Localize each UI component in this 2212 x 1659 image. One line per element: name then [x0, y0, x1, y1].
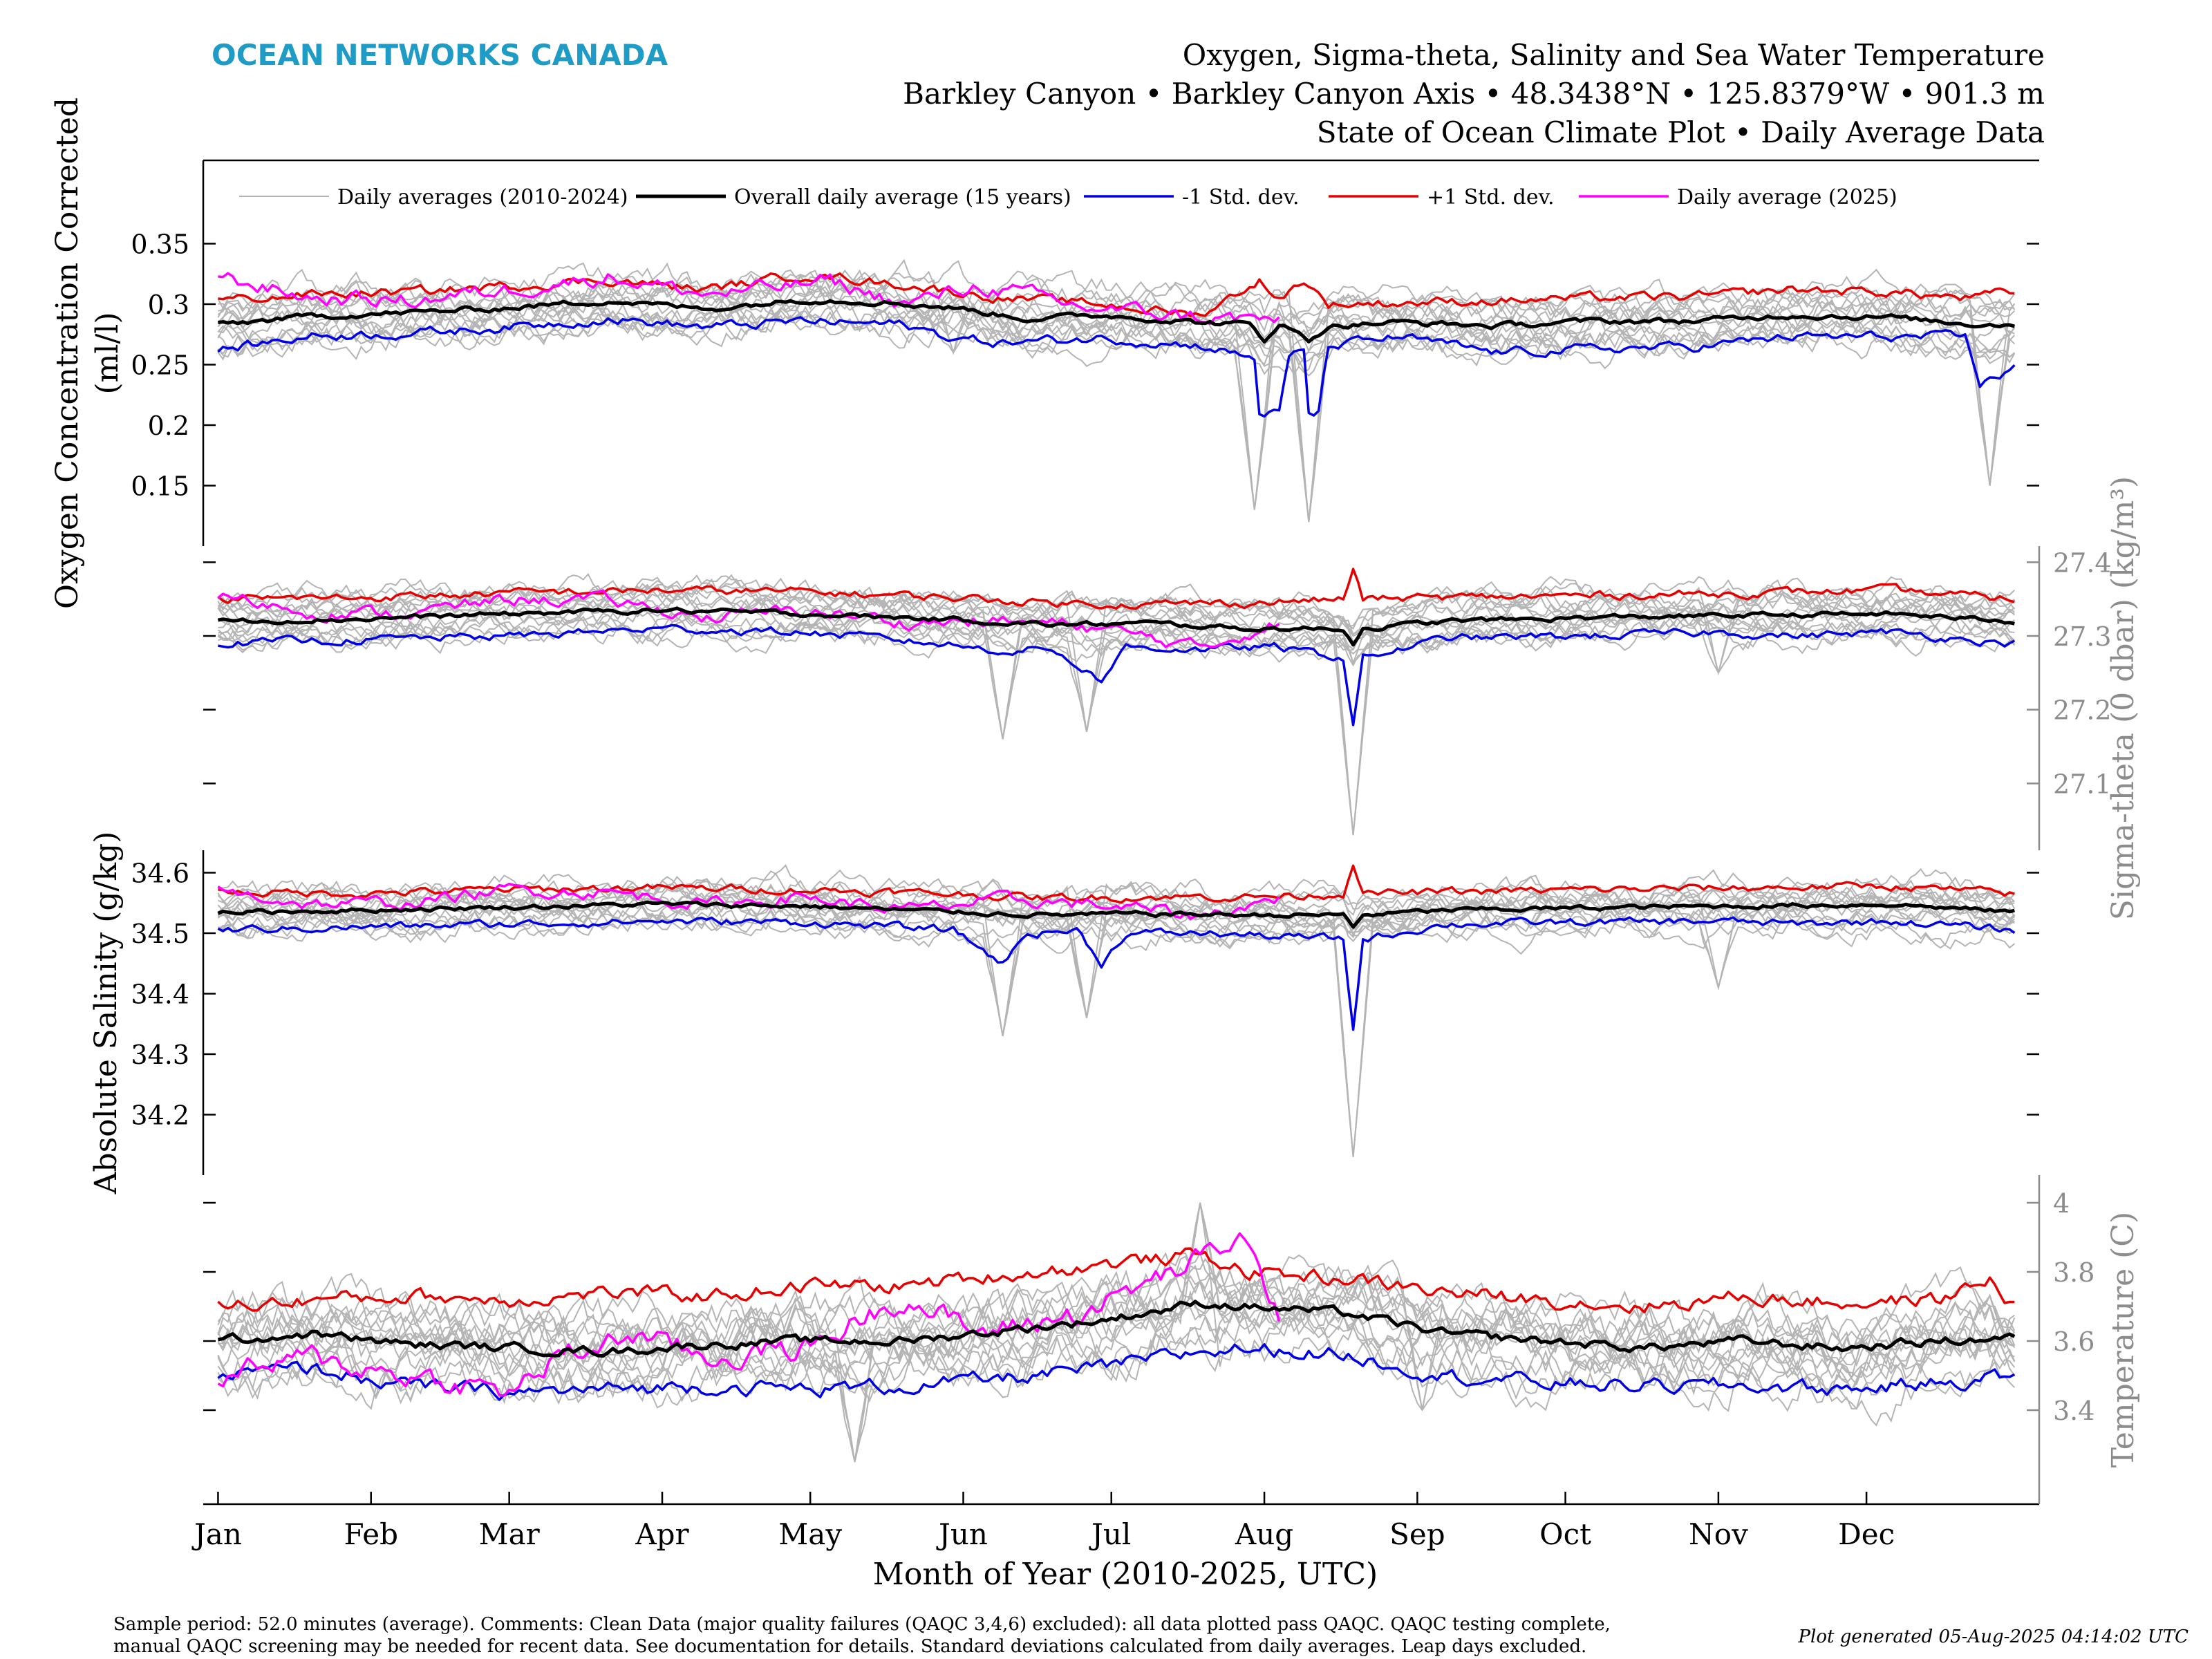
x-tick-label: Sep: [1389, 1517, 1445, 1551]
temperature-yearly-curve: [217, 1304, 2016, 1412]
oxygen-tick-label: 0.15: [131, 471, 189, 502]
x-tick-label: Aug: [1235, 1517, 1293, 1551]
temperature-tick-label: 3.8: [2053, 1257, 2094, 1288]
sigma-yearly-curve: [218, 605, 2015, 732]
temperature-yearly-curve: [217, 1264, 2016, 1389]
oxygen-plus-sd-line: [218, 272, 2015, 318]
legend-label: Overall daily average (15 years): [734, 185, 1071, 209]
temperature-yearly-curve: [217, 1266, 2016, 1385]
sigma-tick-label: 27.2: [2053, 695, 2112, 726]
salinity-tick-label: 34.4: [131, 980, 189, 1010]
temperature-yearly-curve: [217, 1275, 2016, 1392]
salinity-y-axis-label: Absolute Salinity (g/kg): [88, 832, 124, 1195]
temperature-yearly-curve: [217, 1326, 2016, 1427]
oxygen-yearly-curve: [217, 297, 2015, 510]
oxygen-yearly-curve: [217, 286, 2016, 364]
legend-label: Daily average (2025): [1677, 185, 1897, 209]
legend-label: -1 Std. dev.: [1182, 185, 1300, 209]
sigma-yearly-curve: [217, 603, 2016, 664]
temperature-tick-label: 4: [2053, 1188, 2070, 1219]
footer-notes-line-2: manual QAQC screening may be needed for …: [113, 1636, 1586, 1657]
legend: Daily averages (2010-2024) Overall daily …: [239, 185, 1897, 209]
salinity-plus-sd-line: [218, 864, 2015, 904]
temperature-yearly-curve: [217, 1252, 2015, 1367]
salinity-tick-label: 34.3: [131, 1040, 189, 1070]
salinity-yearly-curve: [218, 864, 2016, 919]
sigma-minus-sd-line: [218, 624, 2016, 727]
sigma-yearly-curve: [218, 614, 2015, 664]
temperature-minus-sd-line: [217, 1343, 2016, 1401]
sigma-yearly-curve: [217, 609, 2016, 740]
salinity-yearly-curve: [217, 869, 2015, 1018]
salinity-yearly-curve: [217, 878, 2015, 937]
temperature-tick-label: 3.4: [2053, 1396, 2094, 1426]
legend-label: +1 Std. dev.: [1427, 185, 1555, 209]
legend-label: Daily averages (2010-2024): [337, 185, 628, 209]
sigma-yearly-curve: [217, 577, 2015, 836]
sigma-tick-label: 27.4: [2053, 547, 2112, 578]
sigma-yearly-curve: [217, 583, 2016, 732]
x-tick-label: Jun: [936, 1517, 988, 1551]
plot-generated-timestamp: Plot generated 05-Aug-2025 04:14:02 UTC: [1798, 1627, 2189, 1647]
chart-title: Oxygen, Sigma-theta, Salinity and Sea Wa…: [903, 38, 2045, 149]
oxygen-tick-label: 0.35: [131, 229, 189, 260]
temperature-mean-line: [218, 1300, 2016, 1358]
oxygen-yearly-curve: [217, 300, 2016, 375]
x-tick-label: Jan: [191, 1517, 242, 1551]
temperature-yearly-curve: [217, 1264, 2016, 1380]
oxygen-tick-label: 0.25: [131, 350, 189, 381]
panel-oxygen: 0.15 0.2 0.25 0.3 0.35 Oxygen Concentration C…: [50, 97, 2039, 609]
temperature-tick-label: 3.6: [2053, 1327, 2094, 1357]
x-tick-label: Jul: [1089, 1517, 1131, 1551]
salinity-tick-label: 34.5: [131, 919, 189, 949]
sigma-plus-sd-line: [217, 568, 2015, 610]
oxygen-current-2025-line: [218, 272, 1280, 326]
oxygen-tick-label: 0.3: [148, 290, 189, 320]
oxygen-mean-line: [218, 299, 2016, 344]
oxygen-tick-label: 0.2: [148, 411, 189, 441]
x-tick-label: Oct: [1539, 1517, 1591, 1551]
title-line-3: State of Ocean Climate Plot • Daily Aver…: [1317, 115, 2045, 149]
brand-logo-text: OCEAN NETWORKS CANADA: [212, 38, 668, 72]
salinity-yearly-curve: [218, 880, 2015, 1036]
sigma-yearly-curve: [217, 601, 2016, 732]
oxygen-yearly-curve: [217, 259, 2016, 523]
x-tick-label: Apr: [635, 1517, 689, 1551]
salinity-current-2025-line: [217, 882, 1280, 920]
x-tick-label: Dec: [1838, 1517, 1895, 1551]
salinity-tick-label: 34.6: [131, 859, 189, 889]
sigma-y-axis-label: Sigma-theta (0 dbar) (kg/m³): [2106, 476, 2141, 920]
footer-notes-line-1: Sample period: 52.0 minutes (average). C…: [113, 1614, 1611, 1635]
salinity-yearly-curve: [217, 882, 2015, 1157]
plot-area: Jan Feb Mar Apr May Jun Jul Aug Sep Oct Nov Dec 0.15…: [50, 97, 2141, 1551]
salinity-minus-sd-line: [217, 916, 2016, 1031]
sigma-yearly-curve: [217, 579, 2015, 629]
title-line-2: Barkley Canyon • Barkley Canyon Axis • 4…: [903, 77, 2045, 111]
oxygen-minus-sd-line: [217, 316, 2016, 418]
panel-temperature: 3.4 3.6 3.8 4 Temperature (C): [203, 1175, 2141, 1504]
temperature-current-2025-line: [217, 1232, 1281, 1397]
sigma-mean-line: [217, 606, 2015, 647]
x-tick-label: Mar: [479, 1517, 541, 1551]
salinity-tick-label: 34.2: [131, 1100, 189, 1131]
temperature-y-axis-label: Temperature (C): [2106, 1212, 2141, 1468]
temperature-plus-sd-line: [217, 1247, 2015, 1314]
sigma-tick-label: 27.1: [2053, 769, 2112, 799]
x-tick-label: Feb: [344, 1517, 398, 1551]
title-line-1: Oxygen, Sigma-theta, Salinity and Sea Wa…: [1183, 38, 2045, 72]
oxygen-y-axis-label: Oxygen Concentration Corrected: [50, 97, 85, 609]
salinity-mean-line: [217, 900, 2015, 929]
x-tick-label: May: [778, 1517, 842, 1551]
temperature-yearly-curve: [217, 1202, 2015, 1463]
x-axis-label: Month of Year (2010-2025, UTC): [873, 1557, 1378, 1592]
x-tick-label: Nov: [1689, 1517, 1748, 1551]
oxygen-y-axis-label: (ml/l): [90, 312, 125, 394]
oxygen-yearly-curve: [217, 290, 2015, 510]
sigma-tick-label: 27.3: [2053, 621, 2112, 652]
